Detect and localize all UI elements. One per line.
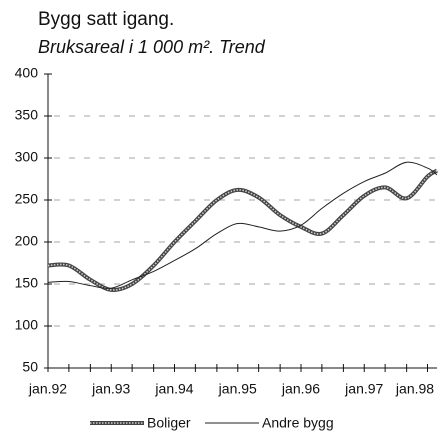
x-tick-label: jan.98 <box>395 381 434 397</box>
y-tick-label: 400 <box>15 65 39 81</box>
y-tick-label: 250 <box>15 191 39 207</box>
series-line <box>47 168 439 292</box>
x-tick-label: jan.93 <box>91 381 130 397</box>
x-tick-label: jan.95 <box>218 381 257 397</box>
y-tick-label: 200 <box>15 233 39 249</box>
y-tick-label: 150 <box>15 275 39 291</box>
series-line <box>47 161 438 289</box>
legend-label: Andre bygg <box>262 415 334 431</box>
x-tick-label: jan.92 <box>28 381 67 397</box>
chart-subtitle: Bruksareal i 1 000 m². Trend <box>38 37 266 57</box>
y-tick-label: 50 <box>22 359 38 375</box>
y-tick-label: 350 <box>15 107 39 123</box>
x-tick-label: jan.97 <box>344 381 383 397</box>
y-tick-label: 100 <box>15 317 39 333</box>
x-tick-label: jan.94 <box>154 381 193 397</box>
x-tick-label: jan.96 <box>281 381 320 397</box>
chart-title: Bygg satt igang. <box>38 9 174 30</box>
y-tick-label: 300 <box>15 149 39 165</box>
legend-label: Boliger <box>147 415 191 431</box>
